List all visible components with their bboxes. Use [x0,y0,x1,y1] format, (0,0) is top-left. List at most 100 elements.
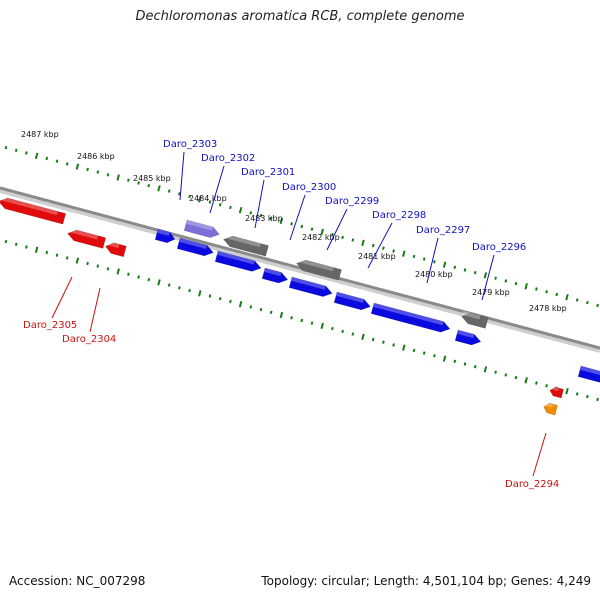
minor-tick [422,257,426,261]
minor-tick [167,189,171,193]
major-tick [361,239,365,246]
major-tick [75,163,80,170]
minor-tick [555,292,559,297]
minor-tick [86,167,89,172]
minor-tick [259,213,263,218]
minor-tick [422,351,426,355]
scale-label-3: 2484 kbp [189,194,227,203]
minor-tick [137,181,140,185]
gene-daro-2303 [183,219,220,238]
minor-tick [65,256,69,260]
minor-tick [188,288,191,293]
minor-tick [86,261,89,266]
major-tick [565,388,569,395]
minor-tick [545,290,548,294]
minor-tick [218,296,222,301]
minor-tick [351,238,355,242]
leader-line-fwd-2 [254,179,265,229]
minor-tick [147,277,151,282]
minor-tick [290,222,293,226]
major-tick [442,261,447,268]
minor-tick [545,384,548,388]
minor-tick [25,151,28,155]
gene-blue-4 [261,267,289,284]
minor-tick [535,287,538,291]
gene-blue-1-shine [157,229,170,236]
minor-tick [412,254,416,259]
minor-tick [45,250,49,255]
major-tick [34,152,39,159]
minor-tick [229,299,232,304]
major-tick [75,257,80,264]
major-tick [320,228,324,236]
gene-label-forward-7: Daro_2296 [472,242,526,253]
major-tick [279,217,284,225]
gene-blue-2-shine [179,238,208,249]
gene-daro-2294-shape [543,402,558,416]
gene-blue-4-shine [264,268,282,277]
minor-tick [269,216,273,221]
scale-label-7: 2480 kbp [415,270,453,279]
minor-tick [300,318,304,323]
major-tick [238,301,243,308]
minor-tick [147,183,151,188]
major-tick [116,268,120,275]
minor-tick [331,232,334,237]
gene-label-forward-3: Daro_2300 [282,182,336,193]
leader-line-rev-1 [89,287,101,333]
minor-tick [300,224,304,229]
major-tick [34,246,39,253]
minor-tick [249,211,253,215]
leader-line-fwd-4 [326,208,348,251]
backbone-line [0,186,600,350]
minor-tick [14,242,18,247]
scale-label-4: 2483 kbp [245,214,283,223]
minor-tick [514,375,518,380]
major-tick [483,272,488,279]
minor-tick [433,354,436,358]
genome-stats-text: Topology: circular; Length: 4,501,104 bp… [261,574,591,588]
gene-blue-1-shape [154,228,176,244]
scale-label-1: 2486 kbp [77,152,115,161]
minor-tick [45,156,49,161]
gene-blue-6-shine [336,292,365,303]
minor-tick [208,294,212,298]
minor-tick [310,321,314,325]
scale-label-0: 2487 kbp [21,130,59,139]
minor-tick [4,145,8,150]
minor-tick [473,364,477,369]
scale-label-9: 2478 kbp [529,304,567,313]
minor-tick [188,194,191,199]
gene-blue-2 [176,237,214,257]
gene-blue-6 [333,291,371,311]
major-tick [198,290,202,297]
minor-tick [453,359,457,364]
minor-tick [392,343,395,347]
minor-tick [382,246,385,250]
gene-gray-1-shape [223,235,269,257]
minor-tick [473,270,477,275]
minor-tick [412,348,416,353]
leader-line-fwd-5 [367,222,393,269]
major-tick [279,311,284,319]
minor-tick [14,148,18,153]
major-tick [524,283,528,290]
gene-blue-5-shape [288,276,333,297]
gene-daro-2294 [543,402,558,416]
gene-daro-2296-shape [370,302,451,333]
gene-blue-2-shape [176,237,214,257]
gene-blue-4-shape [261,267,289,284]
minor-tick [167,283,171,287]
gene-label-forward-1: Daro_2302 [201,153,255,164]
gene-blue-6-shape [333,291,371,311]
minor-tick [96,170,100,174]
gene-red-small [549,386,564,399]
gene-red-small-shape [549,386,564,399]
minor-tick [249,305,253,309]
minor-tick [596,303,599,308]
minor-tick [433,260,436,264]
minor-tick [259,307,263,312]
gene-daro-2304 [105,241,127,258]
major-tick [157,185,161,192]
gene-blue-3 [214,250,262,272]
